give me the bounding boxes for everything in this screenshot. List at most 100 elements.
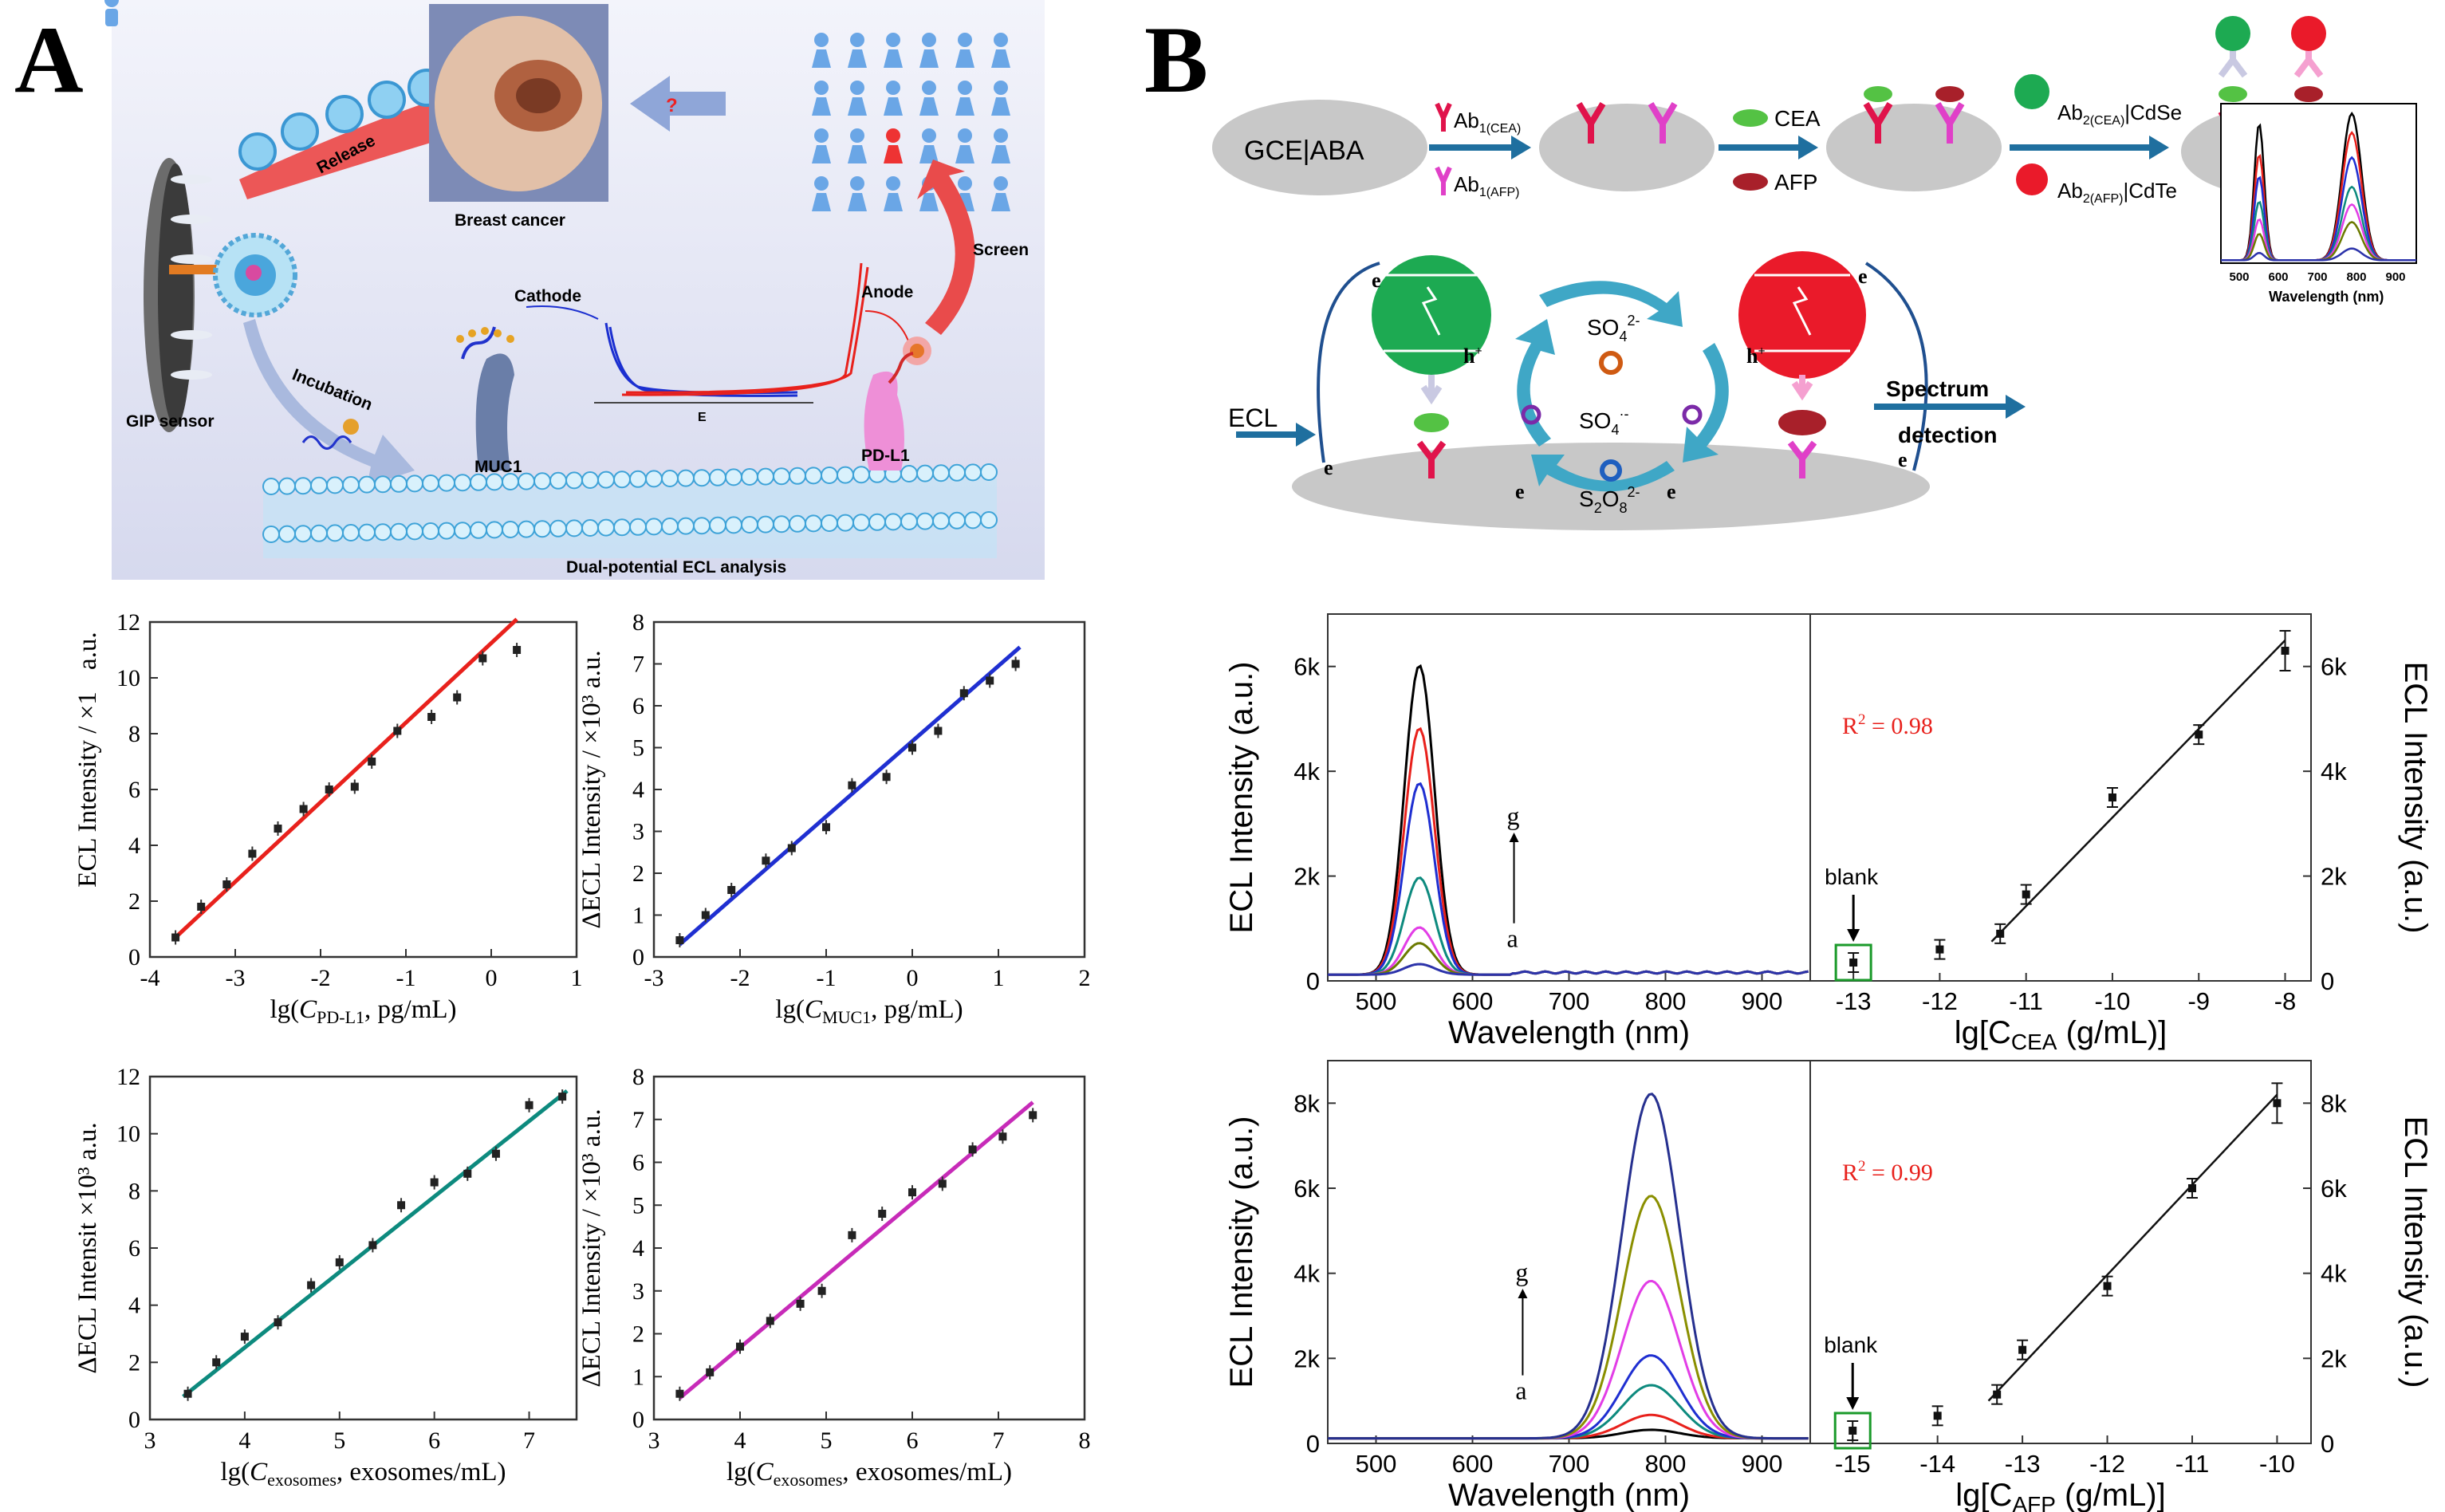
x-tick-label: 600 xyxy=(1452,987,1494,1015)
cdte-qd-large xyxy=(1738,251,1866,379)
y-tick-label: 3 xyxy=(632,819,644,845)
chart-a-muc1: -3 -2 -1 0 1 2 0 1 2 3 4 5 6 7 8 lg(CMUC1, pg/mL) ΔECL I… xyxy=(577,609,1091,1027)
fit-line xyxy=(1987,1093,2278,1402)
lipid-head xyxy=(486,473,503,491)
spectrum-series xyxy=(1328,963,1809,976)
so4-2-label: SO42- xyxy=(1587,313,1640,345)
x-axis-label: lg[CAFP (g/mL)] xyxy=(1955,1478,2165,1512)
x-tick-label: -8 xyxy=(2274,987,2297,1015)
person-body xyxy=(919,145,939,163)
person-head xyxy=(814,128,829,143)
ecl-label: ECL xyxy=(1228,404,1278,432)
lipid-head xyxy=(805,467,822,485)
data-point xyxy=(248,849,257,858)
person-body xyxy=(991,49,1010,68)
data-point xyxy=(796,1299,805,1308)
person-head xyxy=(886,33,900,47)
y-tick-label: 0 xyxy=(632,1407,644,1433)
x-label-post: , exosomes/mL) xyxy=(337,1458,506,1486)
x-tick-label: 700 xyxy=(1549,1450,1590,1478)
label-g: g xyxy=(1507,801,1520,830)
lipid-head xyxy=(741,516,758,534)
mechanism-afp xyxy=(1778,410,1826,435)
lipid-head xyxy=(422,474,439,492)
data-point xyxy=(525,1101,533,1109)
lipid-head xyxy=(948,511,966,530)
cea-icon xyxy=(1733,109,1768,127)
spectrum-series xyxy=(1328,1354,1809,1440)
x-tick-label: -12 xyxy=(1922,987,1958,1015)
chart-b-afp-calib: -15 -14 -13 -12 -11 -10 0 2k 4k 6k 8k blank R2 = 0.9… xyxy=(1809,1060,2433,1512)
afp-bound-step3 xyxy=(1935,86,1964,102)
lipid-head xyxy=(278,525,296,543)
y-tick-label: 2k xyxy=(1293,1345,1320,1372)
electron-label-5: e xyxy=(1667,480,1676,503)
spectrum-series xyxy=(1328,1384,1809,1440)
y-tick-label: 5 xyxy=(632,735,644,762)
x-tick-label: 3 xyxy=(144,1427,156,1454)
lipid-head xyxy=(390,522,408,541)
y-axis-label: ECL Intensity / ×1 xyxy=(73,691,102,888)
data-point xyxy=(762,856,770,865)
person-head xyxy=(994,176,1008,191)
plot-frame xyxy=(1809,1060,2312,1444)
x-label-pre: lg[C xyxy=(1955,1015,2011,1050)
data-point xyxy=(274,825,282,833)
s2o8-label: S2O82- xyxy=(1579,484,1640,516)
population-grid xyxy=(104,0,119,26)
lipid-head xyxy=(677,469,695,487)
person-body xyxy=(884,49,903,68)
person-body xyxy=(991,145,1010,163)
spectrum-label-2: detection xyxy=(1898,423,1997,447)
mini-spectrum-tick: 500 xyxy=(2230,270,2250,284)
data-point xyxy=(675,1389,684,1398)
electron-label-2: e xyxy=(1858,265,1868,288)
y-tick-label: 2k xyxy=(2321,863,2347,891)
y-tick-label: 2 xyxy=(128,888,140,915)
data-point xyxy=(1849,959,1858,967)
mini-spectrum-tick: 700 xyxy=(2308,270,2328,284)
so4-2-ion xyxy=(1599,351,1623,375)
r2-r: R xyxy=(1842,713,1858,739)
s2o8-ion xyxy=(1600,459,1622,482)
cell-membrane xyxy=(262,463,998,558)
y-tick-label: 10 xyxy=(116,665,140,691)
y-tick-label: 8k xyxy=(2321,1089,2347,1117)
data-point xyxy=(2103,1282,2112,1290)
ab1-cea-label: Ab1(CEA) xyxy=(1454,108,1521,136)
g-a-arrow-head xyxy=(1509,833,1519,842)
lipid-head xyxy=(470,521,487,539)
hole-label-left: h+ xyxy=(1463,345,1482,368)
hole-label-right: h+ xyxy=(1746,345,1766,368)
data-point xyxy=(307,1281,316,1290)
scheme-b: GCE|ABA Ab1(CEA) Ab1(AFP) CEA AFP Ab2(CE… xyxy=(1212,16,2417,530)
data-point xyxy=(822,823,830,832)
lipid-head xyxy=(406,522,423,541)
r2-label: R2 = 0.98 xyxy=(1842,711,1933,739)
lipid-head xyxy=(789,514,806,533)
x-tick-label: -15 xyxy=(1835,1450,1871,1478)
lipid-head xyxy=(518,520,535,538)
x-tick-label: 3 xyxy=(648,1427,660,1454)
electrode-gce xyxy=(1212,100,1427,195)
x-tick-label: 4 xyxy=(238,1427,250,1454)
muc1-protein xyxy=(475,353,514,471)
cathode-label: Cathode xyxy=(514,287,581,305)
blank-label: blank xyxy=(1825,864,1879,889)
y-axis-unit: a.u. xyxy=(73,632,102,670)
y-tick-label: 0 xyxy=(632,944,644,971)
lipid-head xyxy=(502,473,519,490)
data-point xyxy=(325,786,333,793)
x-label-post: (g/mL)] xyxy=(2056,1478,2166,1512)
panel-letter-a: A xyxy=(14,6,84,112)
lipid-head xyxy=(310,476,328,494)
y-tick-label: 2k xyxy=(2321,1345,2347,1372)
muc1-quantum-dots xyxy=(456,327,514,343)
x-tick-label: -10 xyxy=(2259,1450,2295,1478)
data-point xyxy=(478,654,487,663)
data-point xyxy=(558,1093,567,1101)
data-point xyxy=(350,782,359,791)
y-tick-label: 8 xyxy=(632,609,644,636)
lipid-head xyxy=(565,519,583,537)
